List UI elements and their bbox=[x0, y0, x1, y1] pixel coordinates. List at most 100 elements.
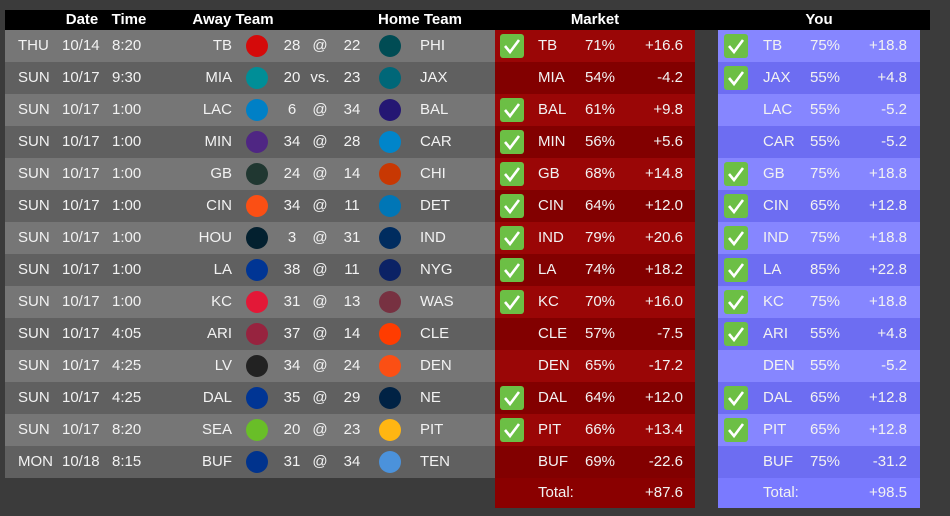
header-home: Home Team bbox=[378, 11, 462, 28]
home-team: TEN bbox=[420, 453, 450, 470]
away-logo bbox=[246, 387, 268, 409]
market-check-mark bbox=[504, 263, 521, 279]
day: SUN bbox=[18, 165, 50, 182]
header-away: Away Team bbox=[192, 11, 273, 28]
away-logo bbox=[246, 131, 268, 153]
home-score: 14 bbox=[344, 325, 361, 342]
you-check bbox=[724, 418, 748, 442]
market-total-band bbox=[495, 478, 695, 508]
home-team: BAL bbox=[420, 101, 448, 118]
home-score: 22 bbox=[344, 37, 361, 54]
market-check-mark bbox=[504, 39, 521, 55]
market-team: BAL bbox=[538, 101, 566, 118]
away-team: CIN bbox=[206, 197, 232, 214]
market-team: PIT bbox=[538, 421, 561, 438]
you-check-mark bbox=[728, 167, 745, 183]
market-check bbox=[500, 258, 524, 282]
market-team: TB bbox=[538, 37, 557, 54]
market-check bbox=[500, 418, 524, 442]
away-team: ARI bbox=[207, 325, 232, 342]
you-check bbox=[724, 226, 748, 250]
you-pts: -31.2 bbox=[873, 453, 907, 470]
home-logo bbox=[379, 131, 401, 153]
market-pct: 70% bbox=[585, 293, 615, 310]
market-check-mark bbox=[504, 199, 521, 215]
you-pts: +22.8 bbox=[869, 261, 907, 278]
home-logo bbox=[379, 99, 401, 121]
date: 10/14 bbox=[62, 37, 100, 54]
market-check-mark bbox=[504, 103, 521, 119]
you-band bbox=[718, 286, 920, 318]
you-pct: 65% bbox=[810, 197, 840, 214]
market-check bbox=[500, 98, 524, 122]
away-team: SEA bbox=[202, 421, 232, 438]
market-pct: 56% bbox=[585, 133, 615, 150]
date: 10/17 bbox=[62, 69, 100, 86]
market-band bbox=[495, 126, 695, 158]
home-score: 23 bbox=[344, 69, 361, 86]
home-score: 31 bbox=[344, 229, 361, 246]
date: 10/17 bbox=[62, 101, 100, 118]
you-check-mark bbox=[728, 391, 745, 407]
market-team: GB bbox=[538, 165, 560, 182]
you-pts: -5.2 bbox=[881, 101, 907, 118]
market-band bbox=[495, 62, 695, 94]
you-team: DAL bbox=[763, 389, 792, 406]
separator: @ bbox=[312, 197, 327, 214]
market-band bbox=[495, 30, 695, 62]
market-check bbox=[500, 34, 524, 58]
home-logo bbox=[379, 227, 401, 249]
home-score: 11 bbox=[344, 261, 360, 278]
you-check bbox=[724, 34, 748, 58]
day: SUN bbox=[18, 133, 50, 150]
away-team: TB bbox=[213, 37, 232, 54]
you-team: JAX bbox=[763, 69, 791, 86]
day: SUN bbox=[18, 69, 50, 86]
market-band bbox=[495, 158, 695, 190]
home-logo bbox=[379, 419, 401, 441]
away-team: DAL bbox=[203, 389, 232, 406]
home-team: PHI bbox=[420, 37, 445, 54]
time: 1:00 bbox=[112, 229, 141, 246]
away-team: MIA bbox=[205, 69, 232, 86]
you-check bbox=[724, 66, 748, 90]
you-total-label: Total: bbox=[763, 484, 799, 501]
you-pct: 65% bbox=[810, 421, 840, 438]
time: 8:15 bbox=[112, 453, 141, 470]
separator: @ bbox=[312, 229, 327, 246]
you-pct: 75% bbox=[810, 37, 840, 54]
home-team: CHI bbox=[420, 165, 446, 182]
you-check-mark bbox=[728, 263, 745, 279]
market-check-mark bbox=[504, 391, 521, 407]
away-team: HOU bbox=[199, 229, 232, 246]
separator: @ bbox=[312, 293, 327, 310]
you-team: DEN bbox=[763, 357, 795, 374]
you-pct: 55% bbox=[810, 357, 840, 374]
you-band bbox=[718, 62, 920, 94]
time: 1:00 bbox=[112, 261, 141, 278]
away-score: 20 bbox=[284, 421, 301, 438]
day: SUN bbox=[18, 261, 50, 278]
market-team: IND bbox=[538, 229, 564, 246]
you-band bbox=[718, 190, 920, 222]
time: 8:20 bbox=[112, 421, 141, 438]
market-band bbox=[495, 414, 695, 446]
date: 10/17 bbox=[62, 261, 100, 278]
time: 1:00 bbox=[112, 133, 141, 150]
market-team: MIA bbox=[538, 69, 565, 86]
you-pct: 55% bbox=[810, 69, 840, 86]
market-check-mark bbox=[504, 167, 521, 183]
separator: @ bbox=[312, 101, 327, 118]
away-score: 24 bbox=[284, 165, 301, 182]
market-pts: -17.2 bbox=[649, 357, 683, 374]
market-pct: 64% bbox=[585, 389, 615, 406]
home-score: 34 bbox=[344, 453, 361, 470]
away-logo bbox=[246, 227, 268, 249]
market-pct: 54% bbox=[585, 69, 615, 86]
you-band bbox=[718, 30, 920, 62]
you-check-mark bbox=[728, 327, 745, 343]
separator: @ bbox=[312, 133, 327, 150]
home-team: PIT bbox=[420, 421, 443, 438]
home-logo bbox=[379, 195, 401, 217]
market-check bbox=[500, 162, 524, 186]
